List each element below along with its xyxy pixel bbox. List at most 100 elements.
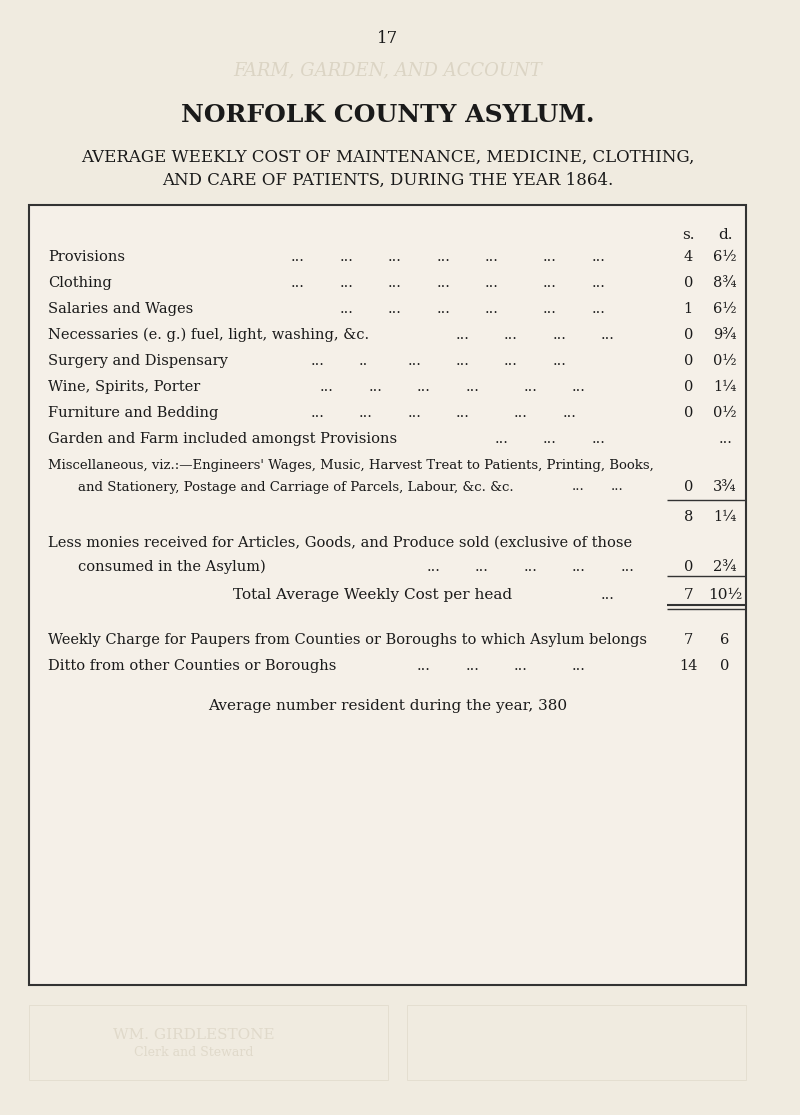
Text: 3¾: 3¾ <box>714 479 737 494</box>
Text: WM. GIRDLESTONE: WM. GIRDLESTONE <box>113 1028 274 1043</box>
Text: ...: ... <box>417 380 430 394</box>
Text: 8¾: 8¾ <box>714 277 737 290</box>
Text: Clerk and Steward: Clerk and Steward <box>134 1047 254 1059</box>
Text: ...: ... <box>456 406 470 420</box>
Text: ...: ... <box>368 380 382 394</box>
Text: Provisions: Provisions <box>49 250 126 264</box>
Text: 7: 7 <box>683 588 693 602</box>
Text: ...: ... <box>485 302 498 316</box>
Text: ...: ... <box>475 560 489 574</box>
Text: ...: ... <box>456 353 470 368</box>
Text: 9¾: 9¾ <box>714 328 737 342</box>
Text: ...: ... <box>523 560 538 574</box>
Text: ...: ... <box>543 250 557 264</box>
Text: ...: ... <box>358 406 373 420</box>
Text: ...: ... <box>591 432 605 446</box>
Text: 0: 0 <box>683 380 693 394</box>
Text: ...: ... <box>572 481 585 494</box>
Text: ...: ... <box>562 406 576 420</box>
Text: Surgery and Dispensary: Surgery and Dispensary <box>49 353 228 368</box>
Text: ...: ... <box>291 277 305 290</box>
Text: ...: ... <box>553 353 566 368</box>
Text: ...: ... <box>388 277 402 290</box>
Bar <box>29 205 746 985</box>
Text: ...: ... <box>485 250 498 264</box>
Text: ...: ... <box>436 250 450 264</box>
Text: ...: ... <box>485 277 498 290</box>
Text: ...: ... <box>388 302 402 316</box>
Text: 8: 8 <box>683 510 693 524</box>
Text: ...: ... <box>407 353 421 368</box>
Text: 10½: 10½ <box>708 588 742 602</box>
Text: ...: ... <box>504 328 518 342</box>
Text: Wine, Spirits, Porter: Wine, Spirits, Porter <box>49 380 201 394</box>
Text: 4: 4 <box>684 250 693 264</box>
Text: d.: d. <box>718 227 732 242</box>
Text: ...: ... <box>543 277 557 290</box>
Text: Garden and Farm included amongst Provisions: Garden and Farm included amongst Provisi… <box>49 432 398 446</box>
Text: ...: ... <box>310 406 324 420</box>
Text: ...: ... <box>436 302 450 316</box>
Text: ...: ... <box>601 328 615 342</box>
Text: ...: ... <box>320 380 334 394</box>
Text: ...: ... <box>523 380 538 394</box>
Text: 0: 0 <box>683 479 693 494</box>
Text: 1¼: 1¼ <box>714 380 737 394</box>
Text: Miscellaneous, viz.:—Engineers' Wages, Music, Harvest Treat to Patients, Printin: Miscellaneous, viz.:—Engineers' Wages, M… <box>49 458 654 472</box>
Text: Ditto from other Counties or Boroughs: Ditto from other Counties or Boroughs <box>49 659 337 673</box>
Text: ...: ... <box>466 380 479 394</box>
Text: consumed in the Asylum): consumed in the Asylum) <box>78 560 266 574</box>
Text: ...: ... <box>621 560 634 574</box>
Text: ...: ... <box>291 250 305 264</box>
Text: NORFOLK COUNTY ASYLUM.: NORFOLK COUNTY ASYLUM. <box>181 103 594 127</box>
Text: 0: 0 <box>683 328 693 342</box>
Text: AND CARE OF PATIENTS, DURING THE YEAR 1864.: AND CARE OF PATIENTS, DURING THE YEAR 18… <box>162 172 614 188</box>
Text: ...: ... <box>436 277 450 290</box>
Text: ...: ... <box>388 250 402 264</box>
Text: ...: ... <box>572 659 586 673</box>
Text: ...: ... <box>339 302 353 316</box>
Text: ...: ... <box>572 560 586 574</box>
Text: Average number resident during the year, 380: Average number resident during the year,… <box>208 699 567 712</box>
Text: ...: ... <box>591 302 605 316</box>
Text: 14: 14 <box>679 659 698 673</box>
Text: 0½: 0½ <box>714 406 737 420</box>
Text: ...: ... <box>601 588 615 602</box>
Text: ...: ... <box>718 432 732 446</box>
Text: ...: ... <box>456 328 470 342</box>
Text: ...: ... <box>553 328 566 342</box>
Text: 0½: 0½ <box>714 353 737 368</box>
Text: s.: s. <box>682 227 694 242</box>
Text: 0: 0 <box>683 560 693 574</box>
Text: 7: 7 <box>684 633 693 647</box>
Text: ...: ... <box>591 277 605 290</box>
Text: Total Average Weekly Cost per head: Total Average Weekly Cost per head <box>233 588 512 602</box>
Text: Furniture and Bedding: Furniture and Bedding <box>49 406 219 420</box>
Text: 1: 1 <box>684 302 693 316</box>
Text: 1¼: 1¼ <box>714 510 737 524</box>
Text: ...: ... <box>591 250 605 264</box>
Text: ...: ... <box>494 432 508 446</box>
Text: 0: 0 <box>683 277 693 290</box>
Text: ...: ... <box>514 659 528 673</box>
Text: FARM, GARDEN, AND ACCOUNT: FARM, GARDEN, AND ACCOUNT <box>234 61 542 79</box>
Text: Salaries and Wages: Salaries and Wages <box>49 302 194 316</box>
Text: Clothing: Clothing <box>49 277 112 290</box>
Text: 6½: 6½ <box>714 250 737 264</box>
Text: ...: ... <box>543 432 557 446</box>
Text: ...: ... <box>417 659 430 673</box>
Text: AVERAGE WEEKLY COST OF MAINTENANCE, MEDICINE, CLOTHING,: AVERAGE WEEKLY COST OF MAINTENANCE, MEDI… <box>81 148 694 165</box>
Text: and Stationery, Postage and Carriage of Parcels, Labour, &c. &c.: and Stationery, Postage and Carriage of … <box>78 481 513 494</box>
Text: Less monies received for Articles, Goods, and Produce sold (exclusive of those: Less monies received for Articles, Goods… <box>49 536 633 550</box>
Text: ...: ... <box>514 406 528 420</box>
Text: Weekly Charge for Paupers from Counties or Boroughs to which Asylum belongs: Weekly Charge for Paupers from Counties … <box>49 633 647 647</box>
Text: 17: 17 <box>377 30 398 47</box>
Text: 6½: 6½ <box>714 302 737 316</box>
Text: ..: .. <box>358 353 368 368</box>
Text: ...: ... <box>466 659 479 673</box>
Text: ...: ... <box>339 250 353 264</box>
Text: ...: ... <box>426 560 440 574</box>
Bar <box>29 1005 388 1080</box>
Text: ...: ... <box>339 277 353 290</box>
Text: 2¾: 2¾ <box>714 560 737 574</box>
